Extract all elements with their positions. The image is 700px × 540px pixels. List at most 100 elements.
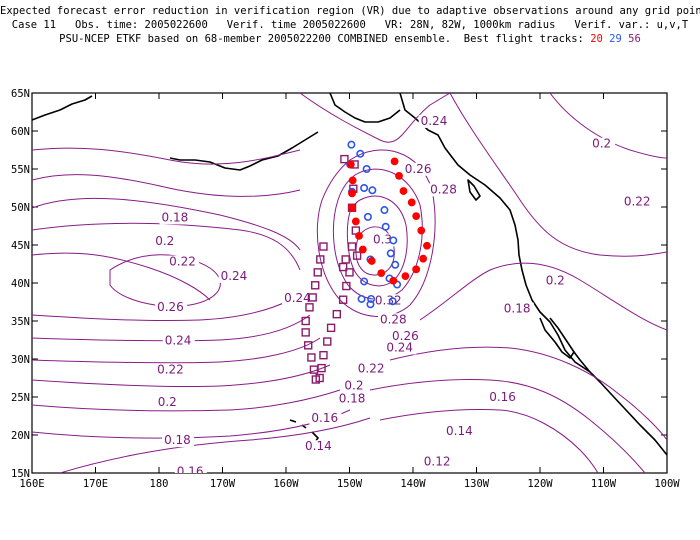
contour-label: 0.12 xyxy=(424,454,451,468)
longitude-labels: 160E 170E 180 170W 160W 150W 140W 130W 120W 110W 1… xyxy=(19,478,680,490)
contour-label-bg xyxy=(303,440,336,454)
track-56-point xyxy=(311,281,320,290)
track-29-point xyxy=(367,294,376,303)
track-29-point xyxy=(386,249,395,258)
gulf-of-california-coast xyxy=(573,351,591,373)
header-line-2: Case 11 Obs. time: 2005022600 Verif. tim… xyxy=(11,19,689,31)
contour-label: 0.3 xyxy=(373,232,392,246)
track-56-point xyxy=(301,316,310,326)
track-56-point xyxy=(323,337,332,346)
track-20-point xyxy=(417,226,426,235)
track-29-point xyxy=(360,184,369,193)
track-56-point xyxy=(319,351,328,360)
contour-0-24 xyxy=(299,93,451,143)
contour-label: 0.24 xyxy=(221,269,248,283)
track-20-point xyxy=(367,257,376,265)
lon-tick-label: 160E xyxy=(19,478,44,490)
contour-0-2-east xyxy=(449,93,667,257)
contour-label: 0.22 xyxy=(157,362,184,376)
contour-label: 0.26 xyxy=(157,300,184,314)
contour-label-bg xyxy=(155,301,188,315)
contour-label-bg xyxy=(174,465,207,473)
contour-0-26-left xyxy=(32,252,211,301)
track-29-point xyxy=(381,222,390,231)
contour-label-bg xyxy=(390,330,423,343)
lon-tick-label: 120W xyxy=(527,478,553,490)
track-56-point xyxy=(305,303,314,312)
contour-label-bg xyxy=(342,379,368,393)
contour-0-2-left xyxy=(32,337,321,364)
north-america-coast xyxy=(399,93,667,456)
track-56-point xyxy=(308,293,317,302)
contour-0-22-left xyxy=(32,314,311,342)
track-56-point xyxy=(326,323,336,333)
lat-tick-label: 40N xyxy=(11,278,30,290)
lon-tick-label: 150W xyxy=(337,478,363,490)
contour-label: 0.24 xyxy=(284,291,311,305)
lat-tick-label: 60N xyxy=(11,126,30,138)
track-29-point xyxy=(366,300,375,309)
lat-tick-label: 25N xyxy=(11,392,30,404)
track-29-point xyxy=(363,212,372,221)
pacific-northwest-islands xyxy=(467,179,481,201)
contour-label: 0.18 xyxy=(164,433,191,447)
track-29-point xyxy=(362,165,371,174)
track-29-point xyxy=(347,140,356,149)
contour-0-18-upper xyxy=(32,147,301,165)
contour-label-bg xyxy=(155,396,181,410)
contour-labels: 0.240.20.220.260.280.30.320.280.260.240.… xyxy=(153,114,654,497)
contour-0-26-inner-ring xyxy=(109,254,221,307)
contour-label: 0.18 xyxy=(339,391,366,405)
track-29-point xyxy=(357,294,366,303)
contour-label: 0.2 xyxy=(158,395,177,409)
contour-label-bg xyxy=(428,183,461,197)
contour-label-bg xyxy=(487,390,520,404)
contour-label-bg xyxy=(241,484,273,497)
contour-label-bg xyxy=(501,302,534,316)
contour-label: 0.22 xyxy=(624,194,651,208)
contour-label-bg xyxy=(418,114,451,128)
track-56-point xyxy=(352,251,362,260)
baja-california-coast xyxy=(539,317,575,359)
track-56-point xyxy=(347,242,357,251)
contour-0-22-upper xyxy=(32,197,301,251)
lat-tick-label: 20N xyxy=(11,430,30,442)
contour-0-22-east xyxy=(549,93,667,159)
contour-label-bg xyxy=(218,269,251,283)
contour-0-24-west xyxy=(32,222,301,271)
track-56-point xyxy=(313,268,322,277)
lon-tick-label: 180 xyxy=(150,478,169,490)
contour-label-bg xyxy=(543,274,569,288)
lat-tick-label: 30N xyxy=(11,354,30,366)
contour-label: 0.24 xyxy=(386,340,413,354)
contour-label-bg xyxy=(444,425,477,438)
contour-0-2-upper xyxy=(32,174,301,197)
contour-label-bg xyxy=(377,313,410,327)
contour-0-18-left xyxy=(32,364,331,388)
contour-label-bg xyxy=(402,162,435,176)
contour-label-bg xyxy=(336,392,369,406)
lon-tick-label: 110W xyxy=(591,478,617,490)
contour-label-bg xyxy=(282,292,315,305)
contour-label-bg xyxy=(355,362,388,376)
track-29-point xyxy=(389,236,398,245)
contour-label: 0.26 xyxy=(392,329,419,343)
contour-label: 0.16 xyxy=(311,411,338,425)
contour-label-bg xyxy=(153,235,179,248)
contour-label: 0.28 xyxy=(380,312,407,326)
contour-0-16-east xyxy=(389,346,667,441)
track-56-point xyxy=(340,154,349,164)
track-56-point xyxy=(345,268,354,277)
track-20-point xyxy=(395,171,403,180)
track-20-point xyxy=(377,269,386,278)
lat-tick-label: 45N xyxy=(11,240,30,252)
track-20-point xyxy=(348,189,356,198)
track-56-point xyxy=(316,255,325,264)
aleutian-islands xyxy=(169,131,319,171)
track-20-point xyxy=(348,203,356,212)
track-29-label: 29 xyxy=(609,33,622,45)
contour-0-14-east xyxy=(369,378,646,473)
contour-label-bg xyxy=(162,434,195,448)
contour-label: 0.18 xyxy=(504,302,531,316)
track-56-point xyxy=(304,341,313,350)
